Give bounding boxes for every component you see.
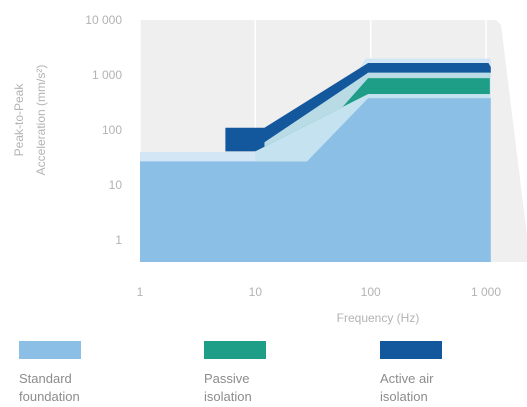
y-tick-label-1: 10: [109, 178, 123, 192]
legend-swatch-standard-foundation: [19, 341, 81, 359]
x-tick-label-2: 100: [361, 285, 381, 299]
legend-swatch-passive-isolation: [204, 341, 266, 359]
acceleration-chart: 1 10 100 1 000 10 000 1 10 100 1 000 Frequency (H…: [12, 13, 527, 325]
x-tick-label-0: 1: [137, 285, 144, 299]
legend-item-active-air-isolation: Active air isolation: [380, 341, 490, 406]
y-axis-label-line1: Peak-to-Peak: [12, 83, 26, 157]
legend-swatch-active-air-isolation: [380, 341, 442, 359]
legend-label-passive-isolation-line2: isolation: [204, 389, 252, 404]
band-between-passive-foundation: [255, 94, 490, 162]
legend-item-passive-isolation: Passive isolation: [204, 341, 314, 406]
legend-label-standard-foundation-line1: Standard: [19, 371, 72, 386]
y-tick-label-2: 100: [102, 123, 122, 137]
legend-label-passive-isolation-line1: Passive: [204, 371, 250, 386]
x-tick-label-3: 1 000: [471, 285, 501, 299]
y-tick-label-4: 10 000: [85, 13, 122, 27]
x-tick-label-1: 10: [249, 285, 263, 299]
legend-item-standard-foundation: Standard foundation: [19, 341, 129, 406]
legend: Standard foundation Passive isolation Ac…: [0, 341, 527, 407]
legend-label-active-air-isolation-line1: Active air: [380, 371, 434, 386]
x-axis-label: Frequency (Hz): [337, 311, 420, 325]
legend-label-standard-foundation-line2: foundation: [19, 389, 80, 404]
legend-label-active-air-isolation-line2: isolation: [380, 389, 428, 404]
series-standard-foundation: [140, 98, 491, 262]
y-axis-label-line2: Acceleration (mm/s²): [34, 65, 48, 176]
y-tick-label-0: 1: [115, 233, 122, 247]
y-tick-label-3: 1 000: [92, 68, 122, 82]
